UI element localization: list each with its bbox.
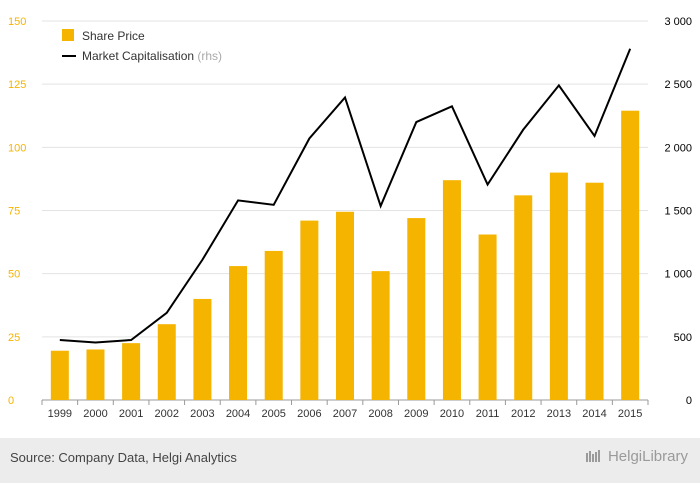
y-tick-label-left: 75 [8, 206, 20, 218]
x-tick-label: 2010 [440, 408, 464, 420]
brand-name: HelgiLibrary [607, 448, 688, 465]
x-tick-label: 2007 [333, 408, 357, 420]
bar [193, 298, 212, 400]
bar [50, 350, 69, 400]
library-icon [585, 450, 600, 462]
brand-logo: HelgiLibrary [585, 448, 688, 465]
x-tick-label: 2002 [155, 408, 179, 420]
x-tick-label: 2012 [511, 408, 535, 420]
x-tick-label: 2005 [261, 408, 285, 420]
legend-unit: (rhs) [197, 49, 222, 63]
y-tick-label-right: 500 [674, 332, 692, 344]
y-tick-label-left: 25 [8, 332, 20, 344]
y-tick-label-right: 1 500 [664, 206, 692, 218]
bar [442, 180, 461, 400]
y-tick-label-left: 100 [8, 142, 26, 154]
bar [300, 220, 319, 400]
x-tick-label: 2013 [547, 408, 571, 420]
x-tick-label: 2003 [190, 408, 214, 420]
footer: Source: Company Data, Helgi Analytics He… [0, 438, 700, 483]
bar [229, 266, 248, 400]
bar [264, 250, 283, 400]
bar [585, 182, 604, 400]
legend-swatch-bar [62, 29, 74, 41]
y-tick-label-left: 150 [8, 16, 26, 28]
bar [157, 324, 176, 400]
x-tick-label: 2008 [368, 408, 392, 420]
bar [371, 271, 390, 400]
chart: 0 25 50 75 100 125 150 0 500 1 000 1 500 2 000 2 500… [8, 16, 692, 420]
legend-label: Market Capitalisation (rhs) [82, 49, 222, 63]
y-tick-label-left: 50 [8, 269, 20, 281]
y-tick-label-right: 2 000 [664, 142, 692, 154]
x-tick-label: 2004 [226, 408, 250, 420]
x-tick-label: 2001 [119, 408, 143, 420]
x-tick-label: 2015 [618, 408, 642, 420]
y-tick-label-right: 2 500 [664, 79, 692, 91]
y-tick-label-right: 3 000 [664, 16, 692, 28]
bar [122, 343, 141, 400]
x-tick-label: 2009 [404, 408, 428, 420]
bar [549, 172, 568, 400]
y-tick-label-left: 0 [8, 395, 14, 407]
source-note: Source: Company Data, Helgi Analytics [10, 450, 237, 465]
bar [407, 218, 426, 400]
bar [478, 234, 497, 400]
y-tick-label-right: 1 000 [664, 269, 692, 281]
line-series [59, 48, 632, 344]
x-tick-label: 2011 [476, 408, 500, 420]
x-tick-label: 2006 [297, 408, 321, 420]
legend-label: Share Price [82, 29, 145, 43]
bar [514, 195, 533, 400]
x-tick-label: 2014 [582, 408, 606, 420]
bar [336, 211, 354, 400]
y-tick-label-left: 125 [8, 79, 26, 91]
bar [86, 349, 105, 400]
x-tick-label: 2000 [83, 408, 107, 420]
x-tick-label: 1999 [48, 408, 72, 420]
bar [621, 110, 640, 401]
y-tick-label-right: 0 [686, 395, 692, 407]
